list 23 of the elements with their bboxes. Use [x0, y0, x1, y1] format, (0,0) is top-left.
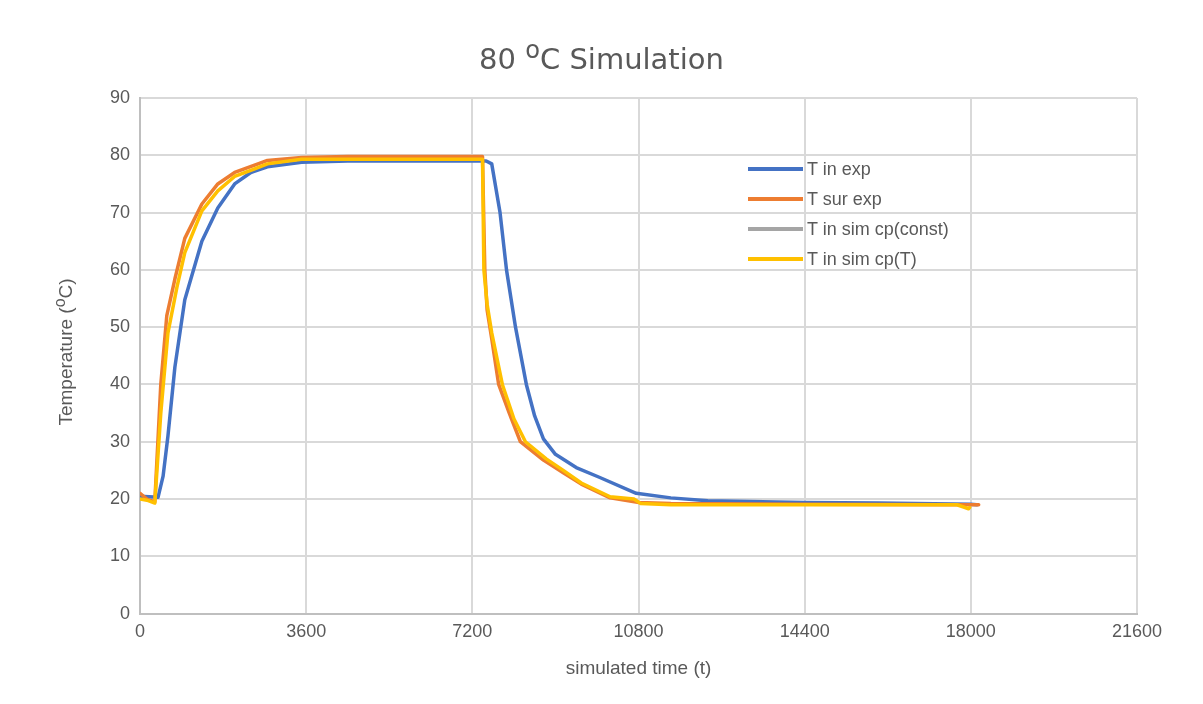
x-tick-label: 18000: [945, 621, 996, 642]
y-tick-label: 80: [109, 144, 131, 165]
x-axis-title: simulated time (t): [565, 656, 712, 678]
y-tick-label: 20: [109, 487, 131, 508]
x-tick-label: 3600: [286, 621, 327, 642]
y-tick-label: 0: [120, 602, 131, 623]
x-tick-label: 21600: [1111, 621, 1163, 642]
legend-label: T in exp: [807, 158, 871, 180]
legend-label: T in sim cp(T): [807, 248, 917, 270]
legend-label: T in sim cp(const): [807, 218, 949, 240]
legend-label: T sur exp: [807, 188, 882, 210]
chart-title: 80 $^{o}$C Simulation: [478, 36, 725, 76]
y-tick-label: 10: [109, 545, 131, 566]
x-tick-label: 0: [135, 621, 146, 642]
y-tick-label: 30: [109, 430, 131, 451]
x-tick-label: 10800: [613, 621, 664, 642]
y-tick-label: 70: [109, 201, 131, 222]
x-tick-label: 14400: [779, 621, 830, 642]
y-tick-label: 50: [109, 316, 131, 337]
y-tick-label: 40: [109, 373, 131, 394]
y-tick-label: 90: [109, 86, 131, 107]
x-tick-label: 7200: [452, 621, 493, 642]
y-tick-label: 60: [109, 258, 131, 279]
